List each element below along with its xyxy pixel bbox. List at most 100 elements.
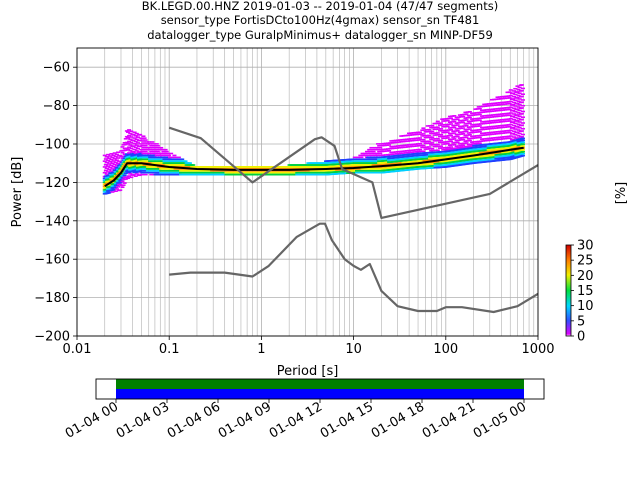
density-bin [111, 189, 116, 191]
density-bin [452, 143, 457, 146]
density-bin [104, 161, 109, 164]
density-bin [376, 143, 381, 145]
density-bin [511, 103, 516, 106]
density-bin [506, 124, 511, 126]
density-bin [113, 186, 118, 189]
density-bin [487, 133, 492, 136]
density-bin [148, 148, 153, 151]
density-bin [140, 173, 145, 176]
density-bin [442, 118, 447, 120]
density-bin [464, 124, 469, 127]
density-bin [493, 125, 498, 128]
colorbar-tick-label: 30 [577, 239, 594, 254]
density-bin [435, 120, 440, 123]
density-bin [413, 131, 418, 134]
density-bin [446, 117, 451, 120]
density-bin [505, 120, 510, 122]
density-bin [418, 131, 423, 134]
density-bin [473, 108, 478, 110]
timeline-tick-label: 01-05 00 [471, 399, 529, 441]
density-bin [443, 120, 448, 122]
density-bin [444, 123, 449, 126]
density-bin [464, 119, 469, 121]
density-bin [431, 132, 436, 135]
density-bin [501, 115, 506, 117]
density-bin [466, 120, 471, 123]
density-bin [436, 139, 441, 142]
density-bin [424, 129, 429, 131]
density-bin [467, 116, 472, 119]
density-bin [512, 130, 517, 133]
density-bin [503, 132, 508, 134]
density-bin [463, 111, 468, 114]
density-bin [481, 117, 486, 119]
density-bin [168, 156, 173, 159]
colorbar-scale [565, 244, 572, 337]
colorbar-tick-label: 10 [577, 299, 594, 314]
density-bin [516, 111, 521, 114]
density-bin [118, 181, 123, 184]
density-bin [420, 140, 425, 143]
density-bin [152, 150, 157, 153]
density-bin [390, 153, 395, 156]
density-bin [139, 137, 144, 139]
density-bin [370, 154, 375, 157]
density-bin [477, 119, 482, 122]
density-bin [478, 134, 483, 137]
density-bin [516, 94, 521, 97]
density-bin [511, 92, 516, 94]
density-bin [475, 131, 480, 133]
density-bin [451, 119, 456, 121]
density-bin [465, 140, 470, 142]
density-bin [512, 136, 517, 138]
density-bin [121, 184, 126, 186]
density-bin [467, 139, 472, 142]
density-bin [455, 141, 460, 144]
density-bin [415, 137, 420, 139]
density-bin [454, 133, 459, 136]
density-bin [505, 91, 510, 94]
density-bin [112, 158, 117, 160]
density-bin [398, 150, 403, 153]
density-bin [453, 124, 458, 127]
density-bin [166, 154, 171, 157]
density-bin [472, 141, 477, 143]
density-bin [383, 142, 388, 145]
density-bin [123, 178, 128, 180]
density-bin [501, 126, 506, 129]
density-bin [143, 145, 148, 147]
density-bin [440, 141, 445, 144]
density-bin [439, 139, 444, 142]
density-bin [468, 137, 473, 140]
density-bin [482, 120, 487, 123]
density-bin [488, 125, 493, 128]
density-bin [431, 149, 436, 152]
density-bin [162, 152, 167, 155]
density-bin [478, 105, 483, 108]
density-bin [498, 103, 503, 106]
density-bin [456, 116, 461, 118]
density-bin [493, 102, 498, 105]
density-bin [141, 141, 146, 143]
density-bin [138, 151, 143, 153]
density-bin [398, 144, 403, 147]
density-bin [135, 136, 140, 138]
density-bin [476, 123, 481, 125]
density-bin [453, 118, 458, 121]
density-bin [424, 146, 429, 148]
density-bin [416, 150, 421, 153]
density-bin [474, 112, 479, 114]
density-bin [517, 126, 522, 129]
density-bin [393, 145, 398, 148]
density-bin [107, 163, 112, 165]
density-bin [476, 140, 481, 143]
density-bin [446, 140, 451, 143]
density-bin [503, 103, 508, 105]
density-bin [515, 125, 520, 128]
density-bin [499, 130, 504, 133]
density-bin [477, 142, 482, 145]
density-bin [462, 119, 467, 122]
density-bin [144, 152, 149, 155]
density-bin [484, 132, 489, 134]
